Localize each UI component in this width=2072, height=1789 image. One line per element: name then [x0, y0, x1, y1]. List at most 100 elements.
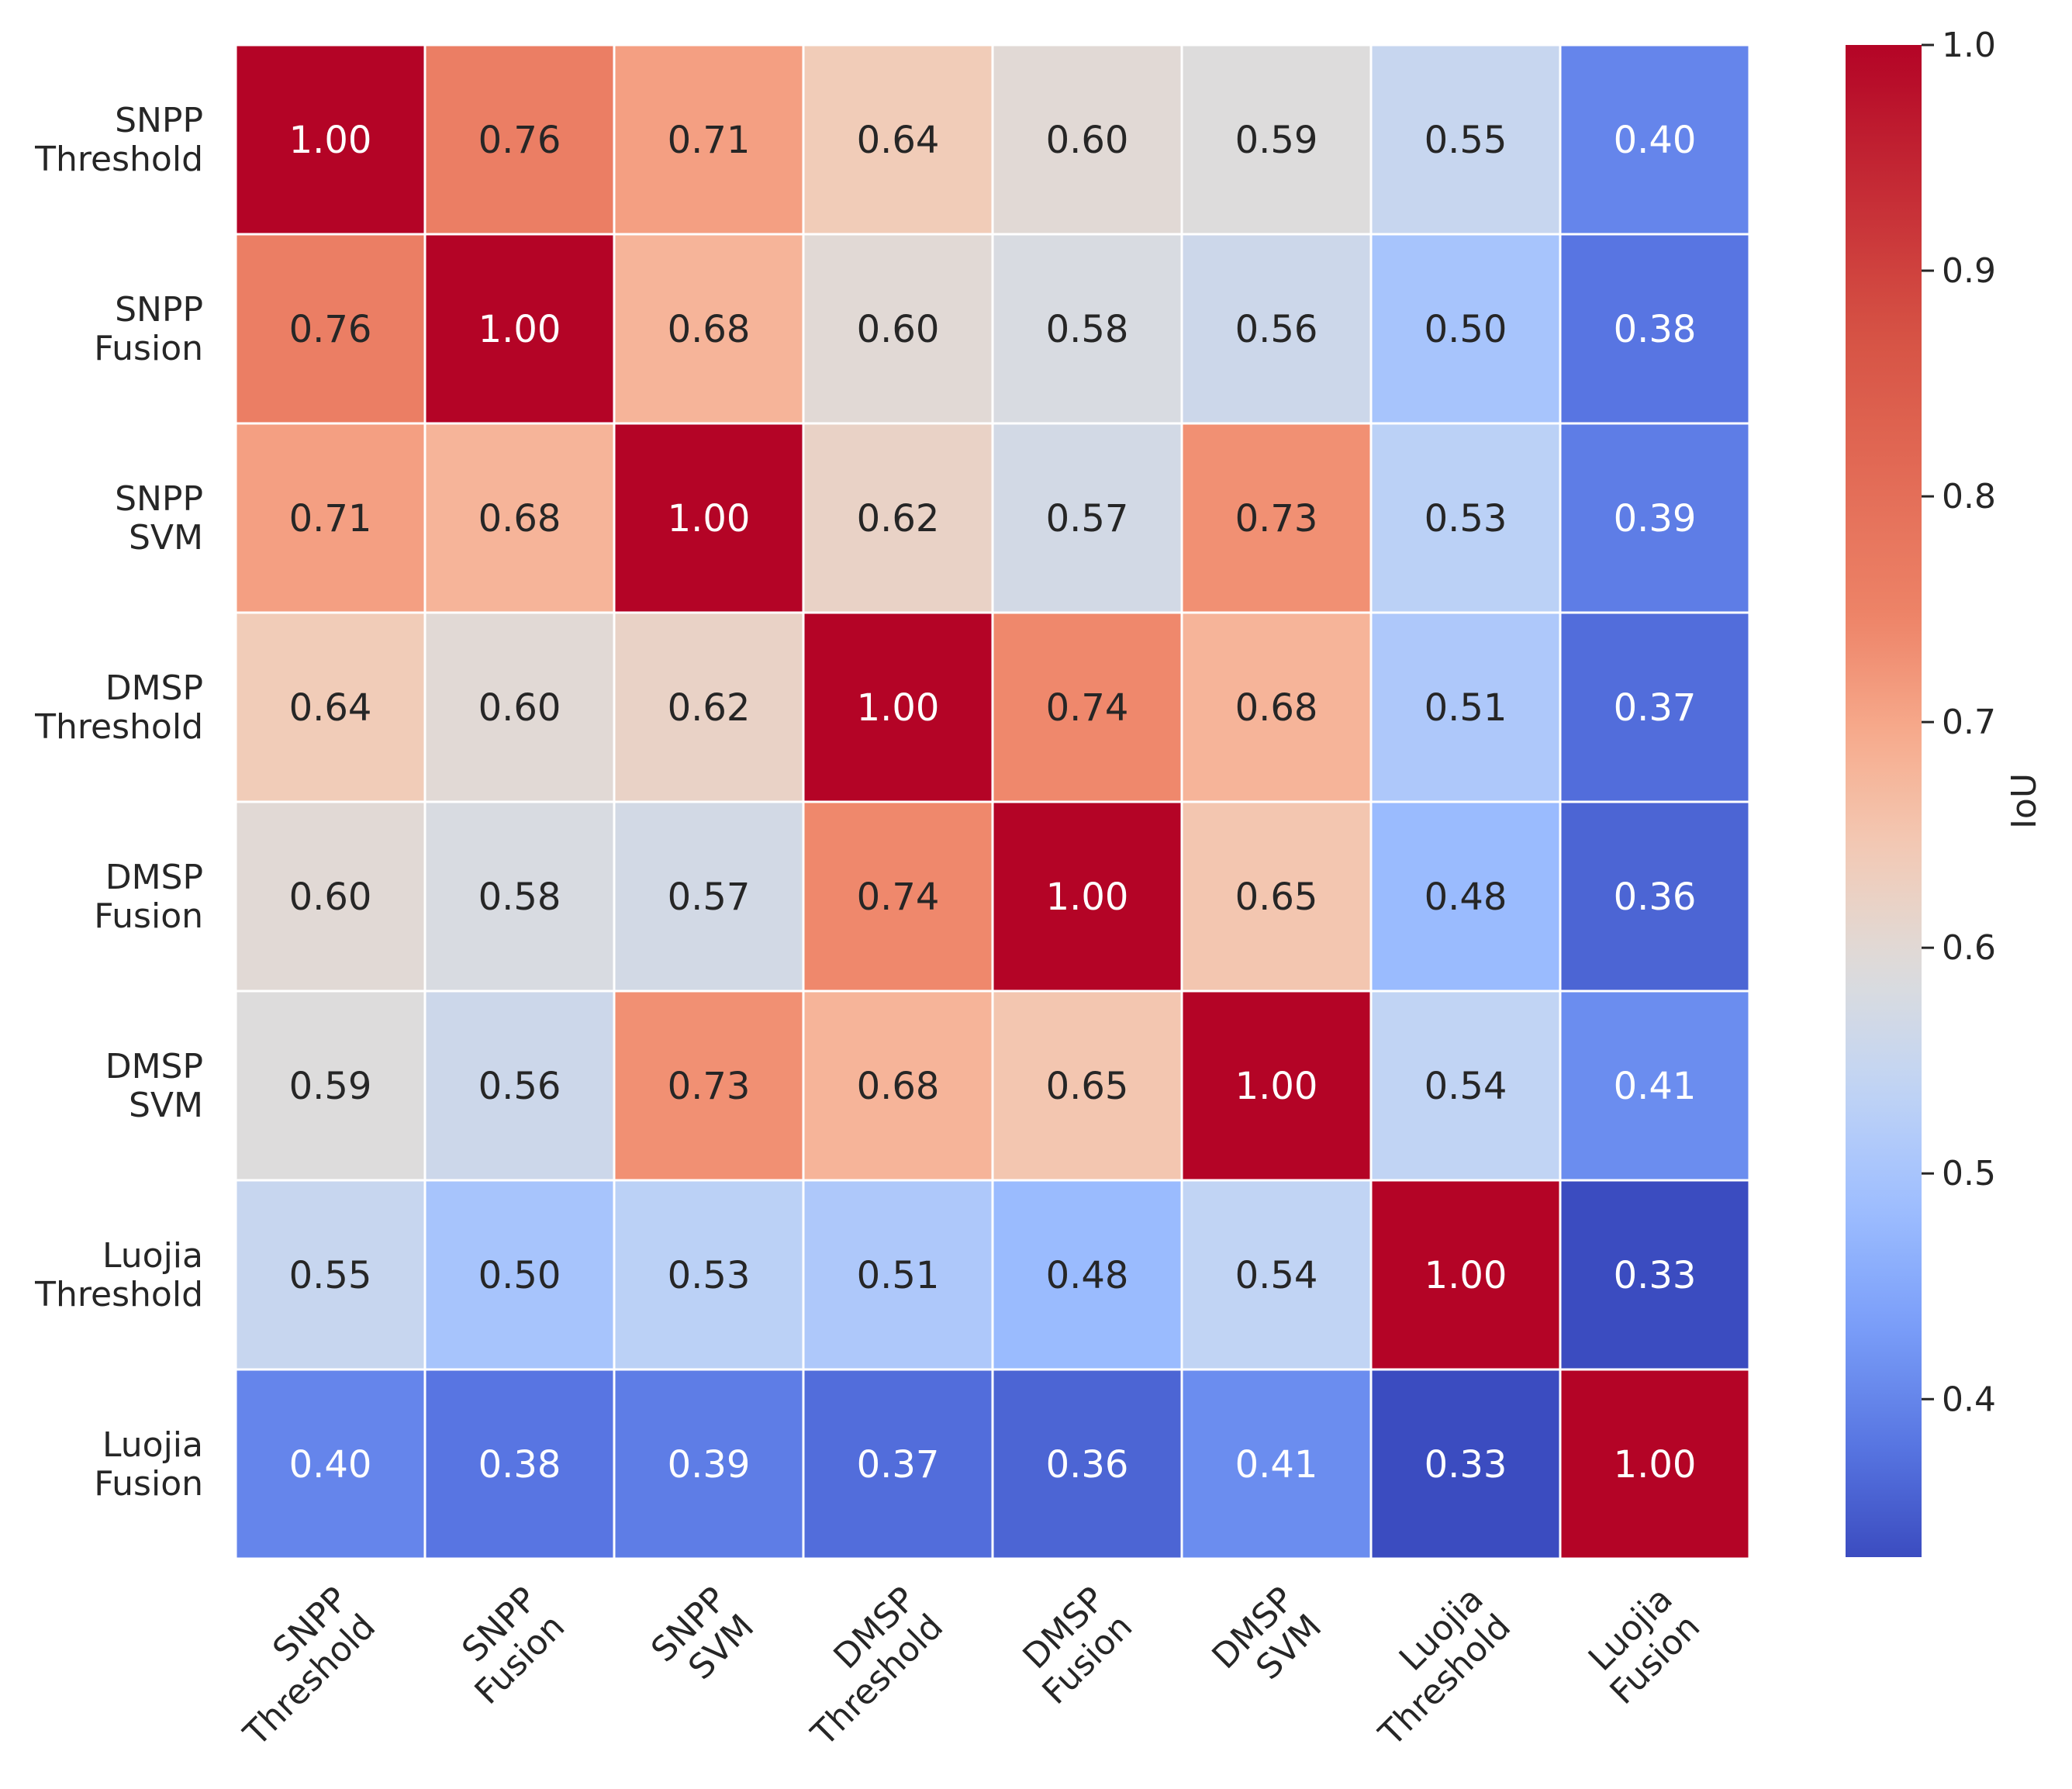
cell-value-label: 0.37 — [857, 1443, 940, 1487]
cell-value-label: 0.68 — [478, 497, 561, 540]
cell-value-label: 0.56 — [478, 1065, 561, 1108]
heatmap-cell — [423, 1179, 616, 1371]
colorbar-gradient — [1846, 45, 1922, 1557]
cell-value-label: 0.41 — [1614, 1065, 1697, 1108]
cell-value-label: 0.76 — [478, 119, 561, 162]
colorbar-tick-label: 1.0 — [1942, 26, 1996, 65]
cell-value-label: 0.64 — [857, 119, 940, 162]
heatmap-cell — [613, 989, 805, 1182]
heatmap-cell — [423, 422, 616, 614]
heatmap-cell — [1369, 422, 1562, 614]
heatmap-cell — [1180, 1179, 1373, 1371]
column-tick-label: LuojiaThreshold — [1344, 1580, 1518, 1754]
row-tick-label: DMSP Fusion — [94, 858, 203, 936]
column-tick-label: DMSPSVM — [1204, 1580, 1329, 1704]
cell-value-label: 0.71 — [668, 119, 751, 162]
row-tick-labels: SNPP Threshold SNPP Fusion SNPP SVM DMSP Thresh… — [34, 101, 203, 1504]
cell-value-label: 0.38 — [1614, 308, 1697, 351]
cell-value-label: 0.48 — [1046, 1254, 1129, 1297]
heatmap-cell — [802, 43, 994, 236]
column-tick-label: DMSPThreshold — [776, 1580, 951, 1754]
heatmap-cell — [991, 233, 1183, 425]
cell-value-label: 1.00 — [1235, 1065, 1318, 1108]
cell-value-label: 0.54 — [1235, 1254, 1318, 1297]
colorbar-tick-label: 0.8 — [1942, 477, 1996, 516]
cell-value-label: 0.50 — [1424, 308, 1507, 351]
cell-value-label: 1.00 — [1046, 876, 1129, 919]
heatmap-cell — [802, 1368, 994, 1560]
heatmap-cell — [1559, 43, 1751, 236]
heatmap-cells: 1.00 0.76 0.71 0.64 0.60 0.59 0.55 0.40 0.76 1.00… — [234, 43, 1751, 1560]
heatmap-cell — [802, 611, 994, 803]
cell-value-label: 0.53 — [668, 1254, 751, 1297]
cell-value-label: 1.00 — [668, 497, 751, 540]
column-tick-labels: SNPPThreshold SNPPFusion SNPPSVM DMSPThresh… — [236, 1580, 1708, 1754]
cell-value-label: 1.00 — [289, 119, 372, 162]
cell-value-label: 0.57 — [1046, 497, 1129, 540]
cell-value-label: 0.39 — [1614, 497, 1697, 540]
cell-value-label: 0.73 — [668, 1065, 751, 1108]
cell-value-label: 0.59 — [289, 1065, 372, 1108]
heatmap-cell — [1369, 1179, 1562, 1371]
row-tick-label: DMSP SVM — [105, 1047, 203, 1125]
cell-value-label: 0.56 — [1235, 308, 1318, 351]
cell-value-label: 0.60 — [857, 308, 940, 351]
heatmap-cell — [234, 1179, 426, 1371]
cell-value-label: 0.39 — [668, 1443, 751, 1487]
cell-value-label: 0.68 — [857, 1065, 940, 1108]
heatmap-cell — [1559, 1368, 1751, 1560]
row-tick-label: SNPP Threshold — [34, 101, 203, 179]
heatmap-cell — [234, 1368, 426, 1560]
heatmap-cell — [991, 611, 1183, 803]
cell-value-label: 0.73 — [1235, 497, 1318, 540]
cell-value-label: 1.00 — [1614, 1443, 1697, 1487]
heatmap-cell — [613, 611, 805, 803]
heatmap-cell — [1559, 989, 1751, 1182]
colorbar-tick-label: 0.4 — [1942, 1380, 1996, 1419]
heatmap-cell — [613, 422, 805, 614]
cell-value-label: 1.00 — [1424, 1254, 1507, 1297]
heatmap-cell — [423, 233, 616, 425]
colorbar-tick-label: 0.5 — [1942, 1154, 1996, 1193]
cell-value-label: 0.58 — [478, 876, 561, 919]
cell-value-label: 0.60 — [1046, 119, 1129, 162]
cell-value-label: 0.36 — [1046, 1443, 1129, 1487]
colorbar-tick-label: 0.7 — [1942, 703, 1996, 742]
cell-value-label: 0.68 — [668, 308, 751, 351]
cell-value-label: 0.60 — [289, 876, 372, 919]
heatmap-cell — [1180, 233, 1373, 425]
cell-value-label: 0.48 — [1424, 876, 1507, 919]
cell-value-label: 0.51 — [1424, 686, 1507, 730]
cell-value-label: 0.65 — [1235, 876, 1318, 919]
column-tick-label: DMSPFusion — [1007, 1580, 1140, 1712]
cell-value-label: 0.50 — [478, 1254, 561, 1297]
cell-value-label: 0.33 — [1424, 1443, 1507, 1487]
heatmap-cell — [234, 422, 426, 614]
cell-value-label: 0.55 — [289, 1254, 372, 1297]
heatmap-cell — [991, 422, 1183, 614]
row-tick-label: Luojia Threshold — [34, 1236, 203, 1314]
cell-value-label: 0.37 — [1614, 686, 1697, 730]
cell-value-label: 0.57 — [668, 876, 751, 919]
cell-value-label: 0.40 — [1614, 119, 1697, 162]
colorbar-tick-label: 0.9 — [1942, 251, 1996, 291]
heatmap-cell — [1180, 43, 1373, 236]
heatmap-cell — [1369, 611, 1562, 803]
cell-value-label: 0.71 — [289, 497, 372, 540]
heatmap-cell — [991, 1368, 1183, 1560]
colorbar-tick-label: 0.6 — [1942, 928, 1996, 968]
heatmap-cell — [802, 800, 994, 993]
heatmap-cell — [1559, 233, 1751, 425]
heatmap-cell — [1180, 800, 1373, 993]
column-tick-label: LuojiaFusion — [1575, 1580, 1708, 1712]
row-tick-label: SNPP SVM — [115, 479, 203, 558]
cell-value-label: 1.00 — [478, 308, 561, 351]
row-tick-label: DMSP Threshold — [34, 668, 203, 747]
cell-value-label: 0.74 — [1046, 686, 1129, 730]
cell-value-label: 0.51 — [857, 1254, 940, 1297]
heatmap-cell — [991, 1179, 1183, 1371]
column-tick-label: SNPPFusion — [440, 1580, 572, 1712]
cell-value-label: 0.64 — [289, 686, 372, 730]
heatmap-cell — [1180, 989, 1373, 1182]
